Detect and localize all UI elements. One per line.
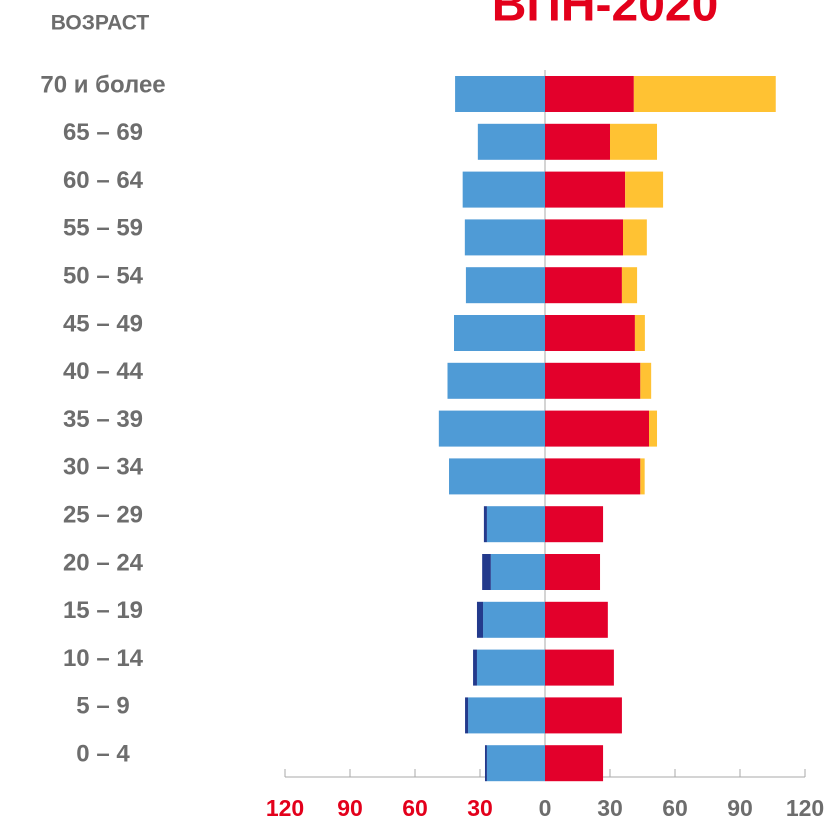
category-label: 10 – 14 (63, 645, 144, 672)
bar (545, 601, 608, 638)
bar (625, 171, 664, 208)
bar (649, 410, 658, 447)
bar (454, 315, 545, 351)
x-tick-label: 120 (786, 795, 824, 821)
bar (486, 506, 545, 543)
bar (640, 458, 645, 495)
bar (447, 362, 545, 399)
bar (483, 601, 545, 638)
bar (545, 697, 622, 734)
bar (490, 554, 545, 590)
bar (483, 506, 487, 543)
category-label: 0 – 4 (76, 741, 130, 768)
bar (455, 76, 545, 112)
category-label: 45 – 49 (63, 310, 143, 337)
bar (545, 219, 623, 256)
bar (634, 315, 645, 351)
x-tick-label: 60 (662, 795, 688, 821)
bar (449, 458, 545, 495)
category-label: 70 и более (40, 71, 165, 98)
category-label: 5 – 9 (76, 693, 129, 720)
bar (623, 219, 647, 256)
bar (486, 745, 545, 782)
bar (640, 362, 652, 399)
bar (438, 410, 545, 447)
bar (482, 554, 491, 590)
bar (462, 171, 545, 208)
bar (545, 171, 626, 208)
bar (633, 76, 776, 112)
bar (465, 697, 469, 734)
x-tick-label: 60 (402, 795, 428, 821)
category-label: 15 – 19 (63, 597, 143, 624)
category-label: 30 – 34 (63, 454, 144, 481)
x-tick-label: 30 (467, 795, 493, 821)
bar (621, 267, 638, 304)
x-tick-label: 30 (597, 795, 623, 821)
bar (476, 601, 484, 638)
bar (545, 649, 614, 686)
bar (545, 745, 604, 782)
bar (545, 506, 604, 543)
bar (477, 123, 545, 160)
x-tick-label: 90 (727, 795, 753, 821)
bar (610, 123, 658, 160)
category-label: 35 – 39 (63, 406, 143, 433)
bar (545, 76, 634, 112)
bar (484, 745, 487, 782)
bar (476, 649, 545, 686)
bar (464, 219, 545, 256)
bar (545, 554, 601, 590)
x-tick-label: 90 (337, 795, 363, 821)
bar (545, 458, 641, 495)
bar (545, 410, 649, 447)
bar (545, 362, 641, 399)
category-label: 65 – 69 (63, 119, 143, 146)
category-label: 20 – 24 (63, 549, 144, 576)
category-label: 50 – 54 (63, 263, 144, 290)
x-tick-label: 120 (266, 795, 304, 821)
bar (468, 697, 545, 734)
y-axis-title: ВОЗРАСТ (51, 12, 150, 35)
bar (473, 649, 477, 686)
bar (545, 123, 610, 160)
chart-title: ВПН-2020 (492, 0, 719, 32)
category-label: 25 – 29 (63, 502, 143, 529)
bar (545, 267, 622, 304)
category-label: 55 – 59 (63, 215, 143, 242)
bar (465, 267, 545, 304)
bar (545, 315, 635, 351)
x-tick-label: 0 (539, 795, 552, 821)
category-label: 60 – 64 (63, 167, 144, 194)
category-label: 40 – 44 (63, 358, 144, 385)
